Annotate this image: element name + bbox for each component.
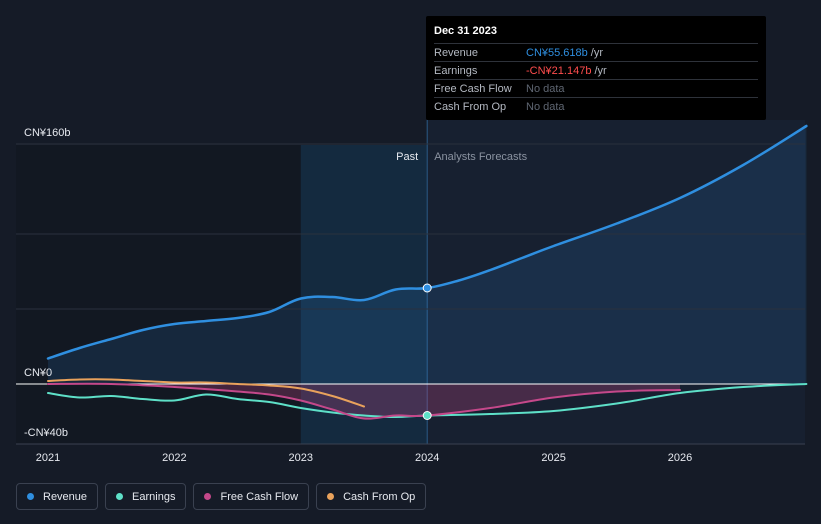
legend-dot-icon <box>204 493 212 500</box>
legend-label: Earnings <box>132 490 176 503</box>
y-tick-label: CN¥160b <box>24 127 70 139</box>
forecast-label: Analysts Forecasts <box>434 151 527 163</box>
series-lines <box>46 124 808 420</box>
tooltip-row: Earnings -CN¥21.147b/yr <box>434 61 758 79</box>
tooltip-row-value: No data <box>526 82 565 95</box>
tooltip-row-unit: /yr <box>590 46 604 59</box>
legend-label: Cash From Op <box>343 490 416 503</box>
tooltip-row: Cash From Op No data <box>434 97 758 115</box>
tooltip-row-unit: /yr <box>594 64 607 77</box>
earnings-marker <box>422 411 432 420</box>
legend-label: Free Cash Flow <box>220 490 299 503</box>
legend-label: Revenue <box>43 490 88 503</box>
y-tick-label: CN¥0 <box>24 367 52 379</box>
x-tick-label: 2021 <box>36 452 60 464</box>
chart-background <box>16 120 805 444</box>
data-tooltip: Dec 31 2023 Revenue CN¥55.618b/yr Earnings… <box>426 16 766 120</box>
chart-legend: Revenue Earnings Free Cash Flow Cash From O… <box>16 483 427 510</box>
revenue-area <box>48 126 807 384</box>
tooltip-row-label: Cash From Op <box>434 100 507 113</box>
tooltip-row-value: -CN¥21.147b <box>526 64 592 77</box>
legend-dot-icon <box>116 493 124 500</box>
cash-from-op-line <box>47 378 365 408</box>
highlight-markers <box>422 283 432 420</box>
revenue-line <box>46 124 808 360</box>
legend-item-cash-from-op[interactable]: Cash From Op <box>316 483 427 510</box>
revenue-marker <box>422 283 432 293</box>
tooltip-row: Revenue CN¥55.618b/yr <box>434 43 758 61</box>
y-tick-label: -CN¥40b <box>24 427 68 439</box>
tooltip-row: Free Cash Flow No data <box>434 79 758 97</box>
tooltip-row-label: Revenue <box>434 46 479 59</box>
legend-item-free-cash-flow[interactable]: Free Cash Flow <box>193 483 310 510</box>
x-tick-label: 2024 <box>415 452 439 464</box>
axis-labels: CN¥160b CN¥0 -CN¥40b 2021 2022 2023 2024 2025 20… <box>24 127 692 464</box>
x-tick-label: 2023 <box>289 452 313 464</box>
forecast-region <box>427 120 805 444</box>
free-cash-flow-line <box>47 382 681 420</box>
legend-item-revenue[interactable]: Revenue <box>16 483 99 510</box>
tooltip-row-label: Earnings <box>434 64 478 77</box>
gridlines <box>16 143 805 445</box>
x-tick-label: 2025 <box>541 452 565 464</box>
free-cash-flow-area <box>48 383 680 419</box>
earnings-line <box>47 383 808 419</box>
tooltip-row-label: Free Cash Flow <box>434 82 512 95</box>
legend-dot-icon <box>27 493 34 500</box>
legend-item-earnings[interactable]: Earnings <box>105 483 187 510</box>
tooltip-row-value: No data <box>526 100 565 113</box>
legend-dot-icon <box>327 493 335 500</box>
x-tick-label: 2026 <box>668 452 692 464</box>
x-tick-label: 2022 <box>162 452 186 464</box>
past-label: Past <box>396 151 418 163</box>
tooltip-date: Dec 31 2023 <box>434 25 497 37</box>
tooltip-row-value: CN¥55.618b <box>526 46 588 59</box>
series-fills <box>48 126 807 419</box>
